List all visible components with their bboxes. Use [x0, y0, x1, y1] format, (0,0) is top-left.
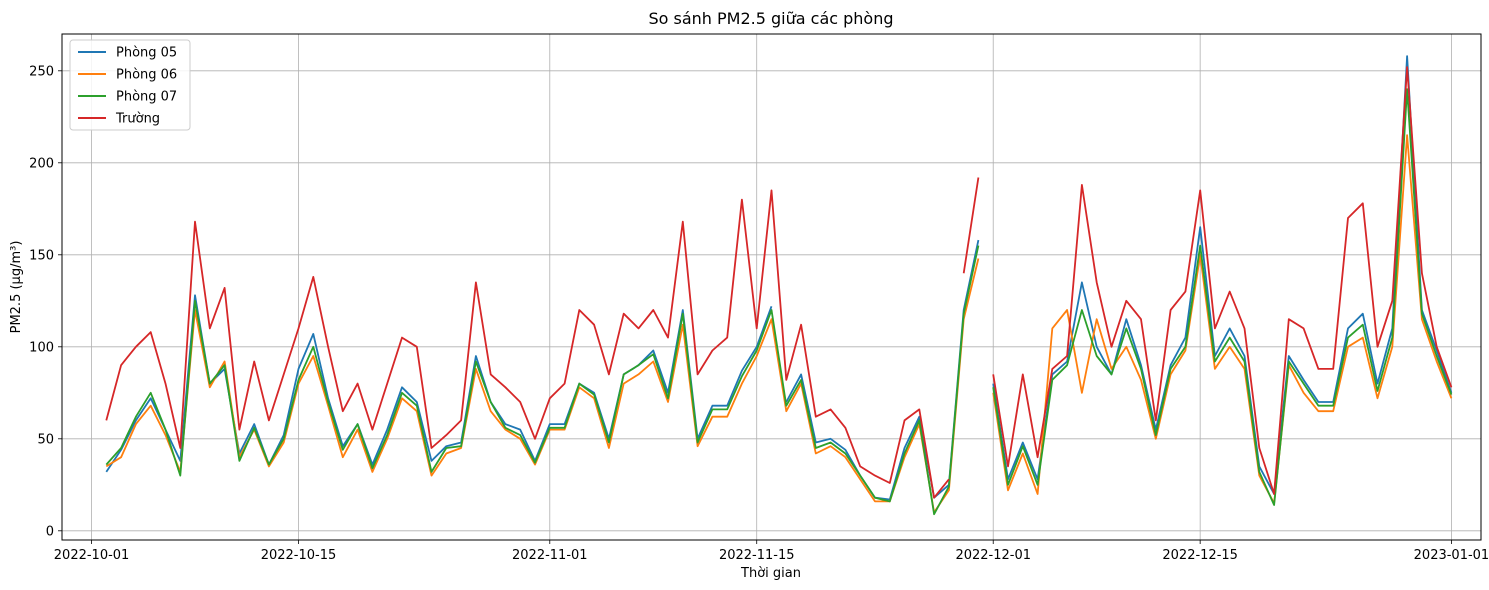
y-tick-label: 0 — [46, 524, 54, 539]
x-tick-label: 2022-11-01 — [512, 548, 588, 563]
y-tick-label: 150 — [29, 248, 54, 263]
series-line-3 — [105, 88, 1453, 516]
legend: Phòng 05 Phòng 06 Phòng 07 Trường — [69, 39, 191, 131]
legend-label: Phòng 05 — [116, 46, 177, 61]
legend-label: Trường — [115, 112, 160, 127]
y-tick-label: 50 — [37, 432, 54, 447]
x-tick-label: 2022-12-01 — [955, 548, 1031, 563]
x-axis-title: Thời gian — [740, 566, 801, 581]
series-line-1 — [105, 55, 1453, 501]
y-tick-label: 250 — [29, 64, 54, 79]
x-tick-label: 2023-01-01 — [1414, 548, 1489, 563]
y-axis-ticks: 0 50 100 150 200 250 — [29, 64, 62, 539]
x-axis-ticks: 2022-10-01 2022-10-15 2022-11-01 2022-11-15… — [54, 540, 1489, 563]
grid-lines — [62, 34, 1481, 540]
x-tick-label: 2022-12-15 — [1162, 548, 1238, 563]
legend-label: Phòng 06 — [116, 68, 177, 83]
plot-frame — [61, 33, 1482, 541]
x-tick-label: 2022-11-15 — [719, 548, 795, 563]
x-tick-label: 2022-10-15 — [261, 548, 337, 563]
legend-label: Phòng 07 — [116, 90, 177, 105]
x-tick-label: 2022-10-01 — [54, 548, 130, 563]
legend-box — [69, 39, 191, 131]
y-axis-title: PM2.5 (µg/m³) — [9, 241, 24, 334]
series-lines — [105, 55, 1453, 516]
series-line-4 — [105, 66, 1453, 499]
chart-title: So sánh PM2.5 giữa các phòng — [648, 9, 893, 28]
y-tick-label: 100 — [29, 340, 54, 355]
y-tick-label: 200 — [29, 156, 54, 171]
